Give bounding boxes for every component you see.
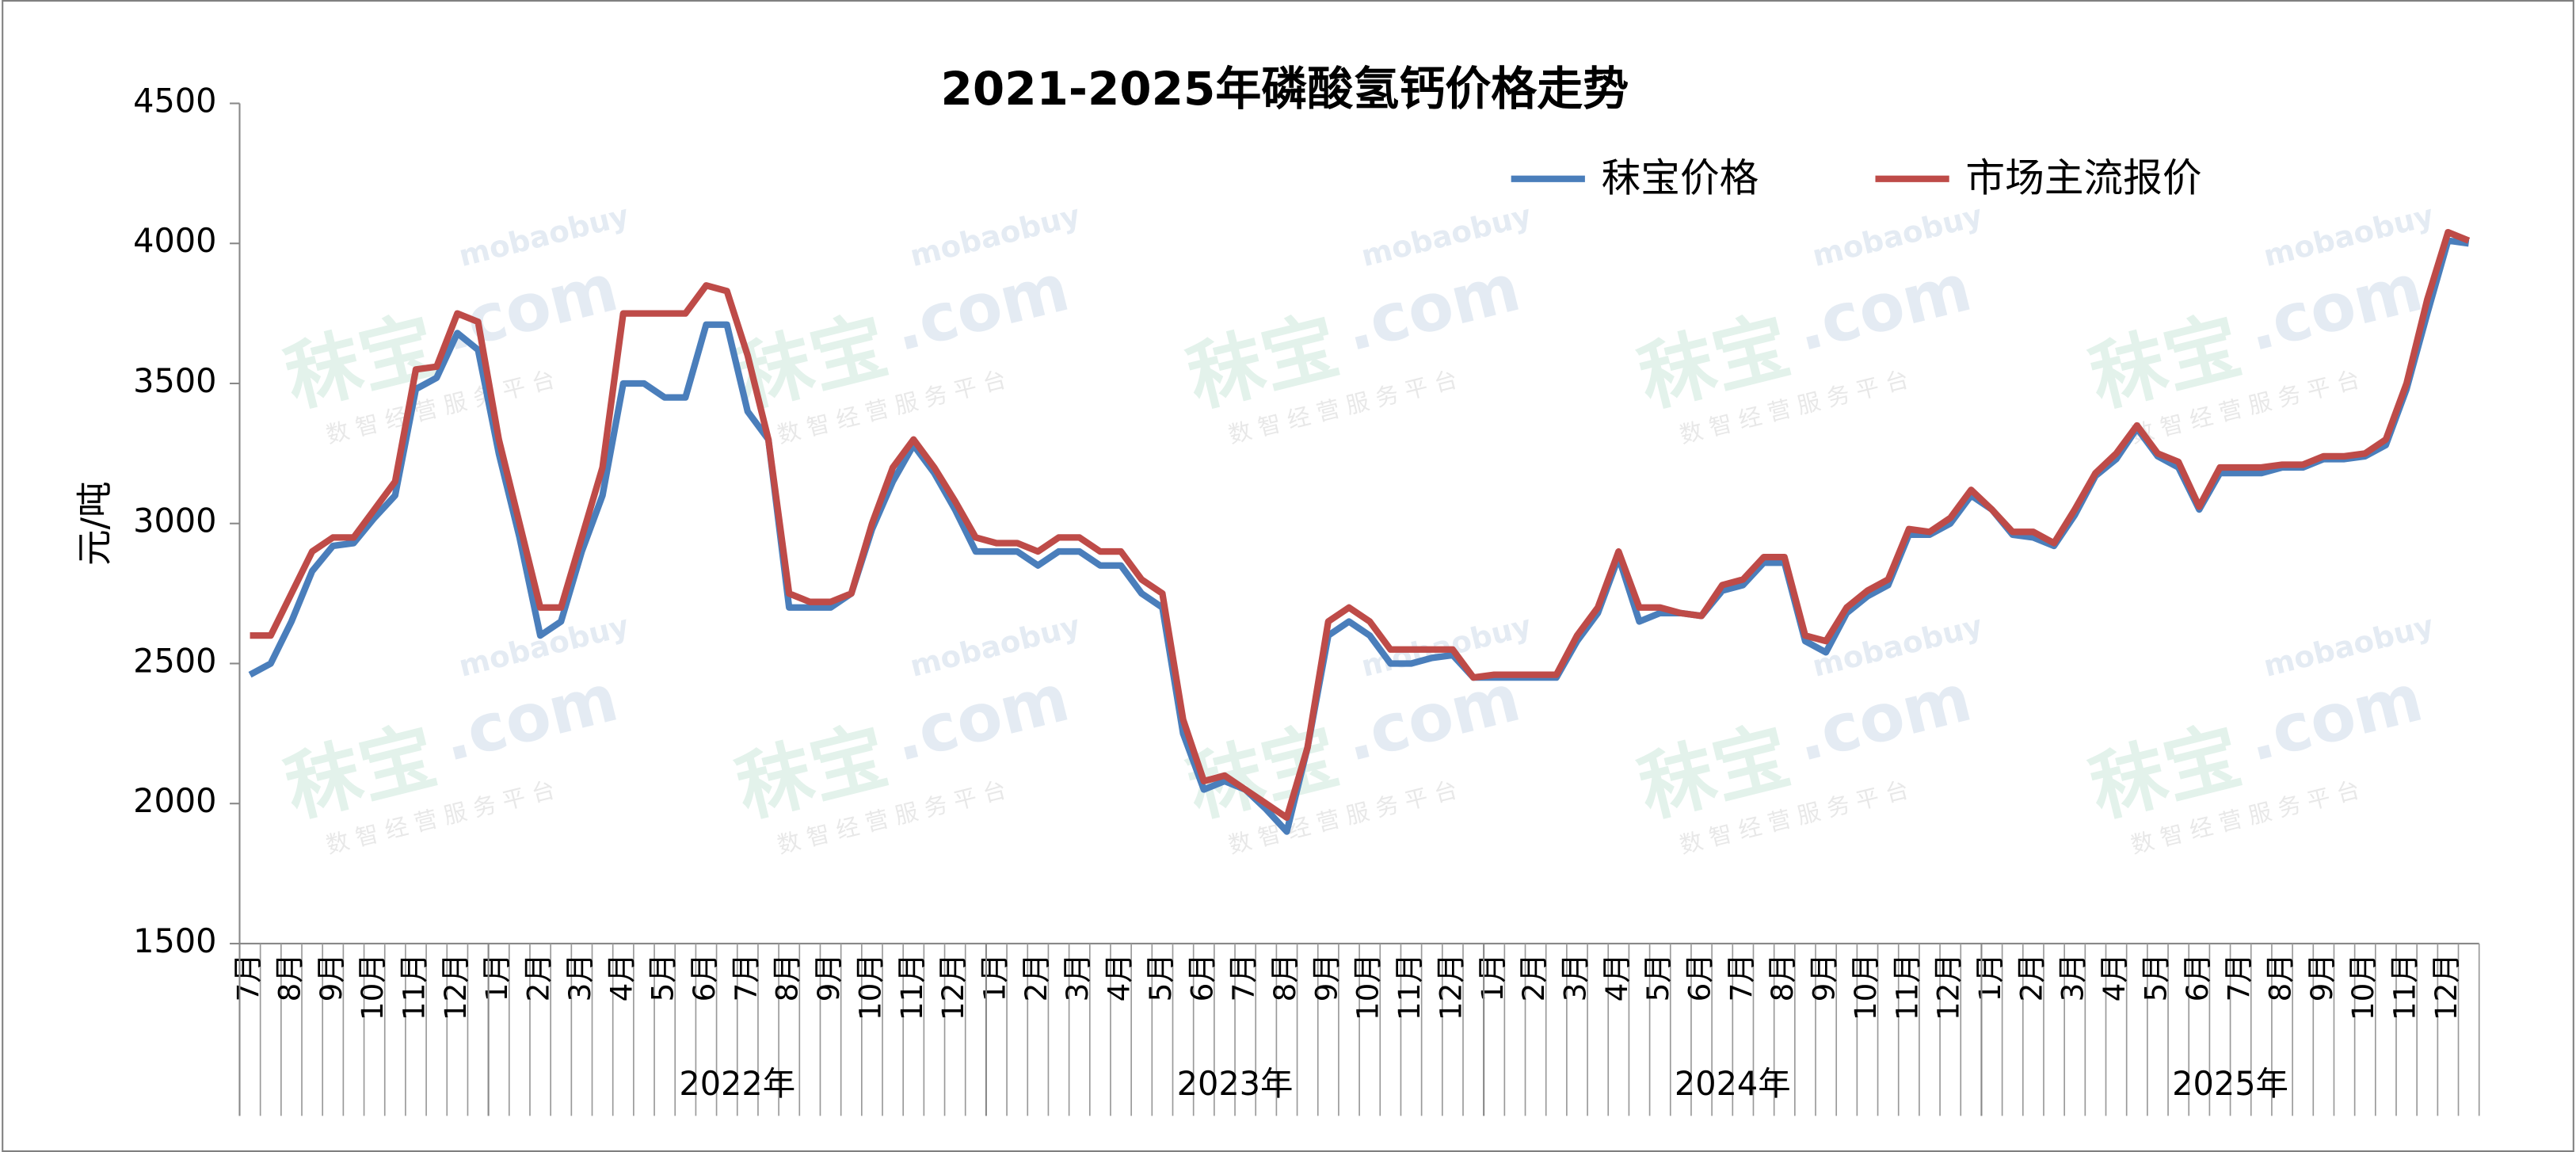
x-tick-label: 3月 (562, 953, 597, 1001)
x-tick-label: 9月 (811, 953, 846, 1001)
x-tick-label: 12月 (1931, 953, 1966, 1020)
x-tick-label: 11月 (1392, 953, 1427, 1020)
x-tick-label: 7月 (1226, 953, 1261, 1001)
x-tick-label: 3月 (1060, 953, 1095, 1001)
x-tick-label: 7月 (231, 953, 265, 1001)
x-tick-label: 5月 (646, 953, 680, 1001)
x-tick-label: 6月 (687, 953, 722, 1001)
x-tick-label: 10月 (355, 953, 390, 1020)
x-tick-label: 9月 (2304, 953, 2339, 1001)
x-tick-label: 8月 (272, 953, 307, 1001)
x-tick-label: 4月 (1102, 953, 1137, 1001)
x-tick-label: 9月 (1807, 953, 1842, 1001)
x-tick-label: 12月 (1433, 953, 1468, 1020)
x-tick-label: 8月 (1267, 953, 1302, 1001)
x-tick-label: 12月 (438, 953, 473, 1020)
legend-label: 秣宝价格 (1602, 154, 1759, 200)
y-tick-label: 3500 (133, 362, 216, 400)
y-tick-label: 4000 (133, 222, 216, 260)
x-tick-label: 12月 (2429, 953, 2464, 1020)
x-tick-label: 3月 (2056, 953, 2090, 1001)
x-tick-label: 8月 (2263, 953, 2298, 1001)
x-tick-label: 6月 (1682, 953, 1717, 1001)
x-tick-label: 7月 (728, 953, 763, 1001)
x-tick-label: 6月 (1184, 953, 1219, 1001)
x-tick-label: 8月 (1765, 953, 1800, 1001)
x-tick-label: 5月 (2138, 953, 2173, 1001)
x-tick-label: 10月 (1351, 953, 1385, 1020)
x-tick-label: 2月 (521, 953, 556, 1001)
x-tick-label: 11月 (1889, 953, 1924, 1020)
x-tick-label: 5月 (1640, 953, 1675, 1001)
x-tick-label: 9月 (314, 953, 349, 1001)
x-tick-label: 6月 (2180, 953, 2215, 1001)
x-tick-label: 7月 (1724, 953, 1759, 1001)
y-tick-label: 2500 (133, 642, 216, 680)
x-tick-label: 11月 (894, 953, 929, 1020)
x-tick-label: 1月 (1475, 953, 1510, 1001)
year-label: 2025年 (2172, 1065, 2288, 1103)
x-tick-label: 10月 (852, 953, 887, 1020)
x-tick-label: 3月 (1557, 953, 1592, 1001)
x-tick-label: 11月 (2387, 953, 2422, 1020)
x-tick-label: 10月 (1848, 953, 1883, 1020)
x-tick-label: 10月 (2345, 953, 2380, 1020)
x-tick-label: 4月 (1599, 953, 1634, 1001)
series-line (250, 228, 2471, 822)
x-tick-label: 7月 (2221, 953, 2256, 1001)
x-tick-label: 4月 (604, 953, 638, 1001)
x-tick-label: 1月 (1972, 953, 2007, 1001)
x-tick-label: 4月 (2097, 953, 2132, 1001)
x-tick-label: 1月 (479, 953, 514, 1001)
x-tick-label: 1月 (977, 953, 1012, 1001)
x-tick-label: 2月 (2014, 953, 2048, 1001)
y-axis-label: 元/吨 (74, 481, 116, 565)
y-tick-label: 2000 (133, 782, 216, 820)
x-tick-label: 11月 (397, 953, 432, 1020)
year-label: 2024年 (1675, 1065, 1791, 1103)
x-tick-label: 12月 (936, 953, 970, 1020)
y-tick-label: 4500 (133, 82, 216, 120)
year-label: 2023年 (1177, 1065, 1294, 1103)
y-tick-label: 1500 (133, 922, 216, 960)
chart-title: 2021-2025年磷酸氢钙价格走势 (941, 62, 1629, 116)
legend-label: 市场主流报价 (1965, 154, 2201, 200)
x-tick-label: 8月 (770, 953, 805, 1001)
x-tick-label: 2月 (1516, 953, 1551, 1001)
y-tick-label: 3000 (133, 502, 216, 540)
x-tick-label: 2月 (1019, 953, 1054, 1001)
x-tick-label: 5月 (1143, 953, 1178, 1001)
x-tick-label: 9月 (1309, 953, 1343, 1001)
year-label: 2022年 (679, 1065, 795, 1103)
